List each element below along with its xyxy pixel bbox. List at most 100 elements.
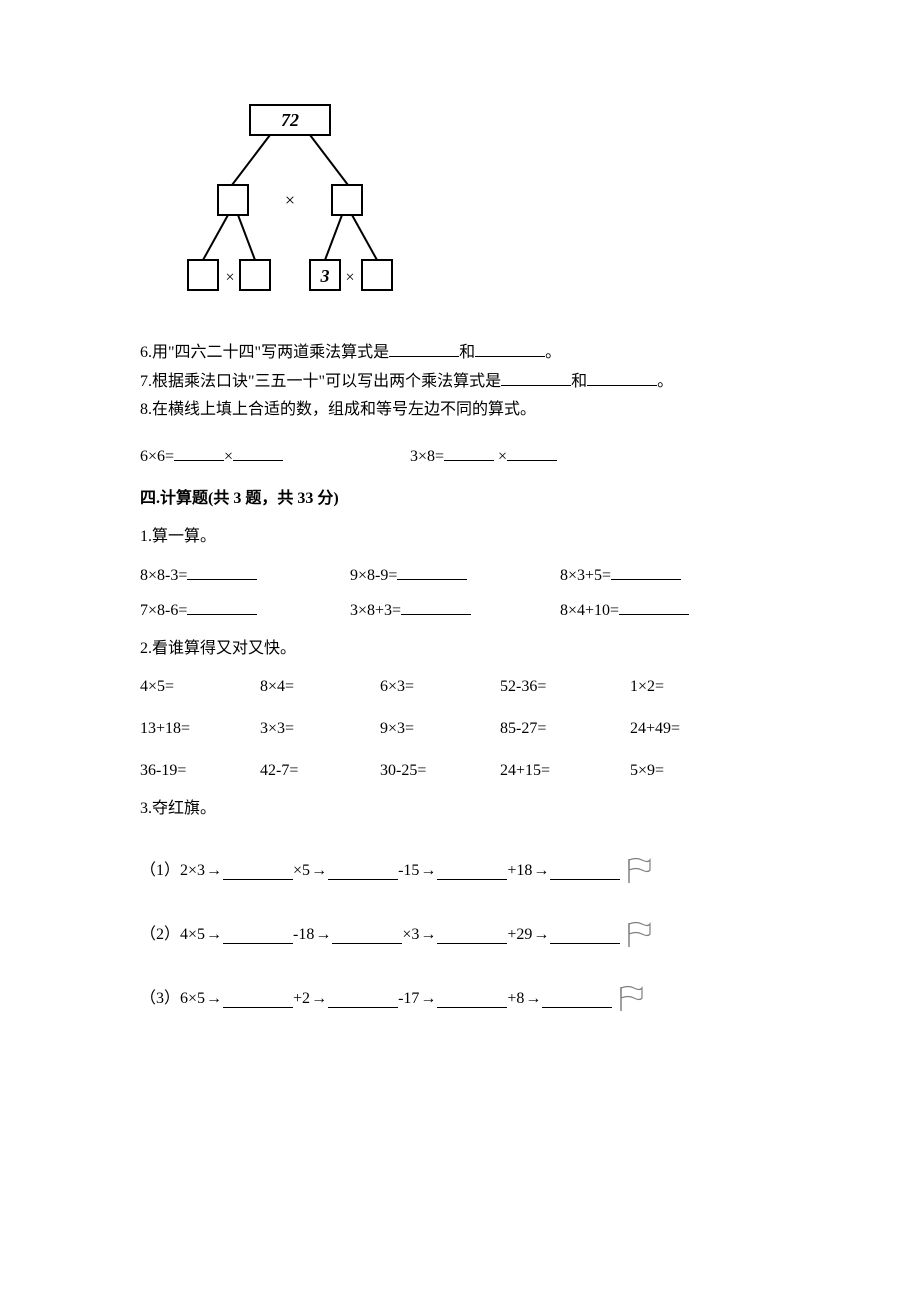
tree-left-op: ×: [225, 269, 234, 286]
q6-line: 6.用"四六二十四"写两道乘法算式是和。: [140, 340, 780, 365]
q6-blank1[interactable]: [389, 340, 459, 357]
p3-i1-b4[interactable]: [550, 863, 620, 880]
q7-line: 7.根据乘法口诀"三五一十"可以写出两个乘法算式是 和 。: [140, 369, 780, 394]
p2-r2-4: 24+49=: [630, 717, 740, 741]
q8-eqA-op: ×: [224, 448, 233, 465]
p3-i1-b2[interactable]: [328, 863, 398, 880]
arrow-icon: →: [310, 859, 328, 883]
arrow-icon: →: [419, 987, 437, 1011]
p1-r1-0: 8×8-3=: [140, 567, 187, 584]
arrow-icon: →: [532, 859, 550, 883]
p3-i2-s2: +29: [507, 923, 532, 947]
q6-blank2[interactable]: [475, 340, 545, 357]
p3-i2-s1: ×3: [402, 923, 419, 947]
p3-i3-b3[interactable]: [437, 991, 507, 1008]
flag-icon: [616, 985, 644, 1013]
flag-icon: [624, 857, 652, 885]
p2-r1-2: 6×3=: [380, 675, 500, 699]
q8-eqA-b1[interactable]: [174, 444, 224, 461]
p2-r1-3: 52-36=: [500, 675, 630, 699]
p3-i2-b4[interactable]: [550, 927, 620, 944]
p1-title: 1.算一算。: [140, 525, 780, 549]
q8-line1: 8.在横线上填上合适的数，组成和等号左边不同的算式。: [140, 398, 780, 422]
p1-row2: 7×8-6= 3×8+3= 8×4+10=: [140, 598, 780, 623]
tree-right-leaf-left: 3: [320, 266, 330, 286]
p1-r2-2-b[interactable]: [619, 598, 689, 615]
q8-eqB: 3×8= ×: [410, 444, 557, 469]
q7-prefix: 7.根据乘法口诀"三五一十"可以写出两个乘法算式是: [140, 373, 501, 390]
arrow-icon: →: [205, 923, 223, 947]
p3-i1-b3[interactable]: [437, 863, 507, 880]
p2-row2: 13+18= 3×3= 9×3= 85-27= 24+49=: [140, 717, 780, 741]
q8-eqB-left: 3×8=: [410, 448, 444, 465]
q6-suffix: 。: [545, 344, 561, 361]
q7-suffix: 。: [657, 373, 673, 390]
tree-op: ×: [285, 190, 295, 210]
p3-item2: （2）4×5→-18→×3→+29→: [140, 921, 780, 949]
arrow-icon: →: [205, 859, 223, 883]
p3-i2-b2[interactable]: [332, 927, 402, 944]
q8-eqB-op: ×: [498, 448, 507, 465]
p3-i3-label: （3）6×5: [140, 987, 205, 1011]
p3-i3-s1: -17: [398, 987, 419, 1011]
p3-i1-s0: ×5: [293, 859, 310, 883]
q8-eqA-left: 6×6=: [140, 448, 174, 465]
p2-r2-3: 85-27=: [500, 717, 630, 741]
arrow-icon: →: [419, 859, 437, 883]
p3-i3-b2[interactable]: [328, 991, 398, 1008]
p3-i3-s0: +2: [293, 987, 310, 1011]
q7-blank2[interactable]: [587, 369, 657, 386]
arrow-icon: →: [419, 923, 437, 947]
arrow-icon: →: [532, 923, 550, 947]
p1-r1-1-b[interactable]: [397, 563, 467, 580]
p2-r3-4: 5×9=: [630, 759, 740, 783]
q6-prefix: 6.用"四六二十四"写两道乘法算式是: [140, 344, 389, 361]
p3-i1-label: （1）2×3: [140, 859, 205, 883]
arrow-icon: →: [314, 923, 332, 947]
arrow-icon: →: [310, 987, 328, 1011]
p3-item3: （3）6×5→+2→-17→+8→: [140, 985, 780, 1013]
p2-title: 2.看谁算得又对又快。: [140, 637, 780, 661]
p1-r1-1: 9×8-9=: [350, 567, 397, 584]
p1-r2-1-b[interactable]: [401, 598, 471, 615]
p3-i1-s2: +18: [507, 859, 532, 883]
p3-i2-b3[interactable]: [437, 927, 507, 944]
p3-i2-label: （2）4×5: [140, 923, 205, 947]
p1-r2-0-b[interactable]: [187, 598, 257, 615]
p2-r2-0: 13+18=: [140, 717, 260, 741]
p2-r3-0: 36-19=: [140, 759, 260, 783]
p1-r2-1: 3×8+3=: [350, 602, 401, 619]
q8-eqA-b2[interactable]: [233, 444, 283, 461]
p2-r1-0: 4×5=: [140, 675, 260, 699]
section4-title: 四.计算题(共 3 题，共 33 分): [140, 487, 780, 511]
p3-item1: （1）2×3→×5→-15→+18→: [140, 857, 780, 885]
p3-i3-b4[interactable]: [542, 991, 612, 1008]
p2-row1: 4×5= 8×4= 6×3= 52-36= 1×2=: [140, 675, 780, 699]
p1-r2-0: 7×8-6=: [140, 602, 187, 619]
q7-blank1[interactable]: [501, 369, 571, 386]
p3-i3-b1[interactable]: [223, 991, 293, 1008]
p3-i1-b1[interactable]: [223, 863, 293, 880]
q7-mid: 和: [571, 373, 587, 390]
p1-row1: 8×8-3= 9×8-9= 8×3+5=: [140, 563, 780, 588]
p2-r2-2: 9×3=: [380, 717, 500, 741]
p2-r3-2: 30-25=: [380, 759, 500, 783]
p1-r1-2-b[interactable]: [611, 563, 681, 580]
tree-right-op: ×: [345, 269, 354, 286]
p3-i2-b1[interactable]: [223, 927, 293, 944]
p1-r2-2: 8×4+10=: [560, 602, 619, 619]
p3-title: 3.夺红旗。: [140, 797, 780, 821]
p2-row3: 36-19= 42-7= 30-25= 24+15= 5×9=: [140, 759, 780, 783]
factor-tree-svg: 72 × × 3 ×: [180, 100, 400, 300]
p3-i2-s0: -18: [293, 923, 314, 947]
p3-i3-s2: +8: [507, 987, 524, 1011]
q8-eqB-b2[interactable]: [507, 444, 557, 461]
p2-r2-1: 3×3=: [260, 717, 380, 741]
q8-eqA: 6×6= ×: [140, 444, 410, 469]
tree-top-value: 72: [281, 110, 299, 130]
p2-r3-1: 42-7=: [260, 759, 380, 783]
flag-icon: [624, 921, 652, 949]
q8-eqB-b1[interactable]: [444, 444, 494, 461]
p1-r1-0-b[interactable]: [187, 563, 257, 580]
p2-r3-3: 24+15=: [500, 759, 630, 783]
